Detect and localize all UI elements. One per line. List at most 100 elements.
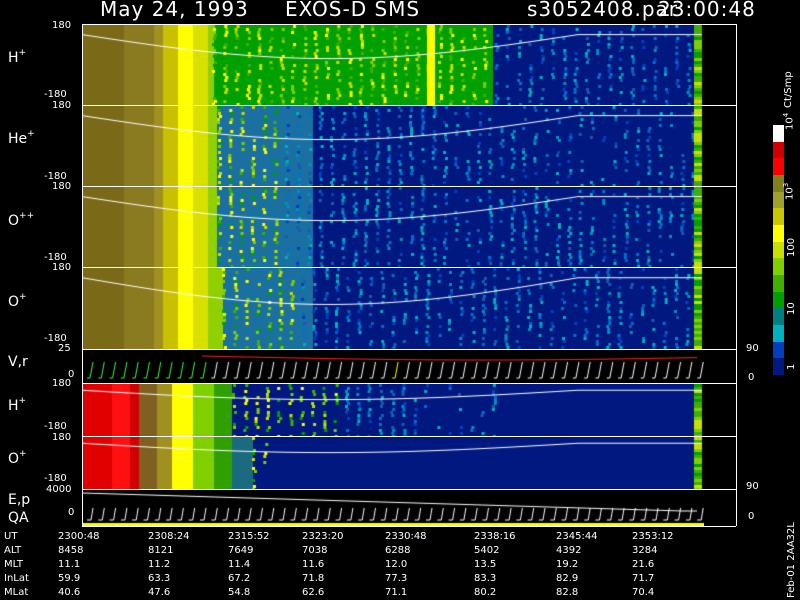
ephemeris-cell: 11.4 [228, 559, 251, 570]
tick-25: 25 [58, 343, 71, 354]
ephemeris-cell: 47.6 [148, 587, 171, 598]
ephemeris-cell: 11.2 [148, 559, 171, 570]
ephemeris-cell: 70.4 [632, 587, 655, 598]
colorbar-label-10: 10 [786, 302, 797, 315]
ephemeris-cell: 13.5 [474, 559, 497, 570]
energy-line-plot [82, 490, 704, 526]
colorbar-step [773, 325, 784, 343]
colorbar-step [773, 158, 784, 176]
colorbar-units: Ct/Smp [783, 71, 794, 108]
ephemeris-cell: 71.8 [302, 573, 325, 584]
h-plus-spectrogram [82, 25, 704, 105]
colorbar-step [773, 191, 784, 209]
tick-180: 180 [52, 100, 72, 111]
ephemeris-cell: 11.6 [302, 559, 325, 570]
ephemeris-cell: 54.8 [228, 587, 251, 598]
tick-right-0: 0 [748, 372, 755, 383]
ephemeris-cell: 3284 [632, 545, 658, 556]
tick-180: 180 [52, 378, 72, 389]
ephemeris-cell: 8121 [148, 545, 174, 556]
ephemeris-row-label: MLT [4, 559, 23, 570]
ephemeris-cell: 62.6 [302, 587, 325, 598]
color-scale-bar [773, 125, 784, 376]
ephemeris-cell: 8458 [58, 545, 84, 556]
tick-180: 180 [52, 20, 72, 31]
colorbar-step [773, 141, 784, 159]
plot-mission: EXOS-D SMS [285, 0, 421, 21]
ephemeris-cell: 2353:12 [632, 531, 674, 542]
ephemeris-cell: 82.9 [556, 573, 579, 584]
colorbar-label-1e4: 104 [782, 112, 796, 130]
tick-0: 0 [68, 507, 75, 518]
plot-id-label: Feb-01 2AA32L [786, 522, 797, 598]
tick-minus-180: -180 [44, 252, 67, 263]
plot-time: 23:00:48 [658, 0, 756, 21]
ephemeris-row-label: ALT [4, 545, 22, 556]
ephemeris-cell: 67.2 [228, 573, 251, 584]
panel-label-o2: O+ [8, 449, 27, 467]
ephemeris-row-label: UT [4, 531, 18, 542]
colorbar-step [773, 341, 784, 359]
o-plus-spectrogram-2 [82, 437, 704, 489]
tick-right-90: 90 [746, 481, 759, 492]
tick-180: 180 [52, 181, 72, 192]
panel-label-he: He+ [8, 129, 35, 147]
he-plus-spectrogram [82, 106, 704, 186]
ephemeris-row-label: MLat [4, 587, 29, 598]
colorbar-label-1: 1 [786, 363, 797, 370]
ephemeris-cell: 77.3 [385, 573, 408, 584]
ephemeris-cell: 7649 [228, 545, 254, 556]
colorbar-label-100: 100 [786, 237, 797, 257]
colorbar-step [773, 275, 784, 293]
ephemeris-cell: 40.6 [58, 587, 81, 598]
ephemeris-cell: 80.2 [474, 587, 497, 598]
ephemeris-cell: 2308:24 [148, 531, 190, 542]
tick-minus-180: -180 [44, 89, 67, 100]
ephemeris-cell: 71.1 [385, 587, 408, 598]
colorbar-step [773, 358, 784, 376]
tick-minus-180: -180 [44, 171, 67, 182]
colorbar-step [773, 258, 784, 276]
panel-label-qa: QA [8, 510, 29, 526]
ephemeris-cell: 82.8 [556, 587, 579, 598]
ephemeris-cell: 21.6 [632, 559, 655, 570]
o-plus-plus-spectrogram [82, 187, 704, 267]
ephemeris-cell: 4392 [556, 545, 582, 556]
tick-minus-180: -180 [44, 421, 67, 432]
ephemeris-cell: 12.0 [385, 559, 408, 570]
panel-label-h: H+ [8, 48, 27, 66]
ephemeris-cell: 2300:48 [58, 531, 100, 542]
tick-minus-180: -180 [44, 473, 67, 484]
colorbar-step [773, 308, 784, 326]
ephemeris-cell: 2345:44 [556, 531, 598, 542]
panel-label-h2: H+ [8, 396, 27, 414]
ephemeris-cell: 7038 [302, 545, 328, 556]
ephemeris-cell: 5402 [474, 545, 500, 556]
ephemeris-cell: 19.2 [556, 559, 579, 570]
panel-label-vr: V,r [8, 354, 28, 370]
ephemeris-row-label: InLat [4, 573, 29, 584]
tick-minus-180: -180 [44, 333, 67, 344]
ephemeris-cell: 2315:52 [228, 531, 270, 542]
tick-right-90: 90 [746, 343, 759, 354]
plot-file: s3052408.par [527, 0, 679, 21]
tick-180: 180 [52, 432, 72, 443]
ephemeris-cell: 2323:20 [302, 531, 344, 542]
panel-label-ep: E,p [8, 492, 31, 508]
colorbar-step [773, 225, 784, 243]
ephemeris-cell: 2338:16 [474, 531, 516, 542]
ephemeris-cell: 11.1 [58, 559, 81, 570]
colorbar-label-1e3: 103 [782, 182, 796, 200]
tick-0: 0 [68, 369, 75, 380]
o-plus-spectrogram [82, 268, 704, 349]
ephemeris-cell: 2330:48 [385, 531, 427, 542]
colorbar-step [773, 291, 784, 309]
tick-4000: 4000 [46, 484, 72, 495]
plot-date: May 24, 1993 [100, 0, 249, 21]
h-plus-spectrogram-2 [82, 384, 704, 436]
panel-label-opp: O++ [8, 211, 35, 229]
tick-right-0: 0 [748, 511, 755, 522]
panel-label-op: O+ [8, 292, 27, 310]
ephemeris-cell: 63.3 [148, 573, 171, 584]
ephemeris-cell: 71.7 [632, 573, 655, 584]
